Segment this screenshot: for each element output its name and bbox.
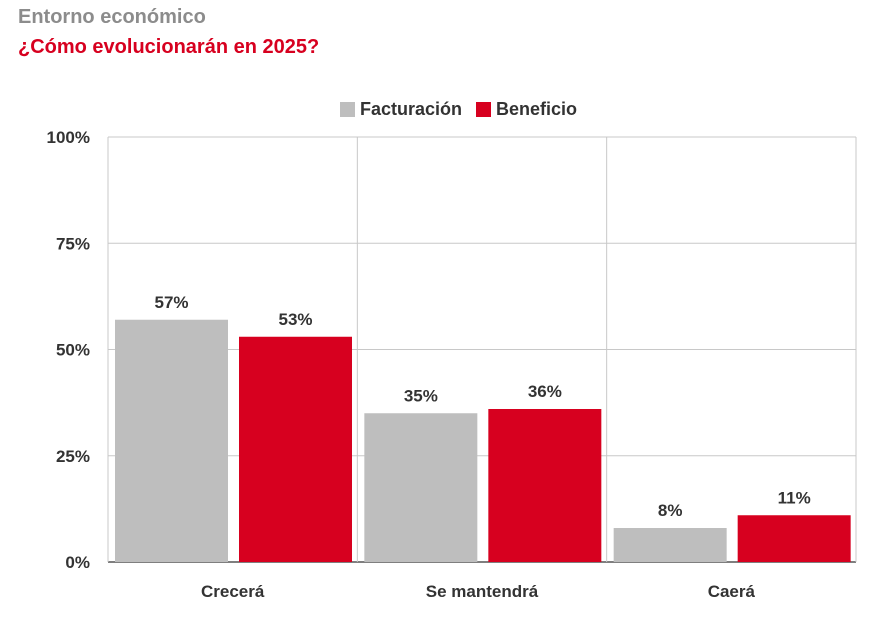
y-tick-label: 50% (56, 341, 90, 360)
bar-beneficio-1 (488, 409, 602, 562)
bar-facturación-2 (613, 528, 727, 562)
legend-swatch-beneficio (476, 102, 492, 117)
chart-legend: Facturación Beneficio (340, 99, 577, 120)
legend-label-beneficio: Beneficio (496, 99, 578, 119)
chart-supertitle: Entorno económico (18, 6, 206, 28)
x-category-label: Caerá (708, 582, 756, 601)
bar-facturación-0 (115, 319, 228, 562)
data-label: 8% (658, 501, 683, 520)
data-label: 11% (778, 488, 811, 507)
chart-title: ¿Cómo evolucionarán en 2025? (18, 36, 320, 58)
y-tick-label: 25% (56, 447, 90, 466)
data-label: 53% (278, 310, 312, 329)
bar-facturación-1 (364, 413, 478, 562)
x-category-label: Crecerá (201, 582, 265, 601)
legend-swatch-facturacion (340, 102, 355, 117)
legend-label-facturacion: Facturación (360, 99, 463, 119)
data-label: 35% (404, 386, 438, 405)
legend-item-facturacion: Facturación (340, 99, 462, 120)
data-label: 36% (528, 382, 562, 401)
y-tick-label: 0% (65, 553, 90, 572)
data-label: 57% (154, 293, 188, 312)
bar-beneficio-0 (239, 336, 352, 562)
x-category-label: Se mantendrá (426, 582, 539, 601)
bar-beneficio-2 (737, 515, 851, 562)
legend-item-beneficio: Beneficio (476, 99, 577, 120)
y-tick-label: 100% (47, 128, 90, 147)
y-tick-label: 75% (56, 234, 90, 253)
